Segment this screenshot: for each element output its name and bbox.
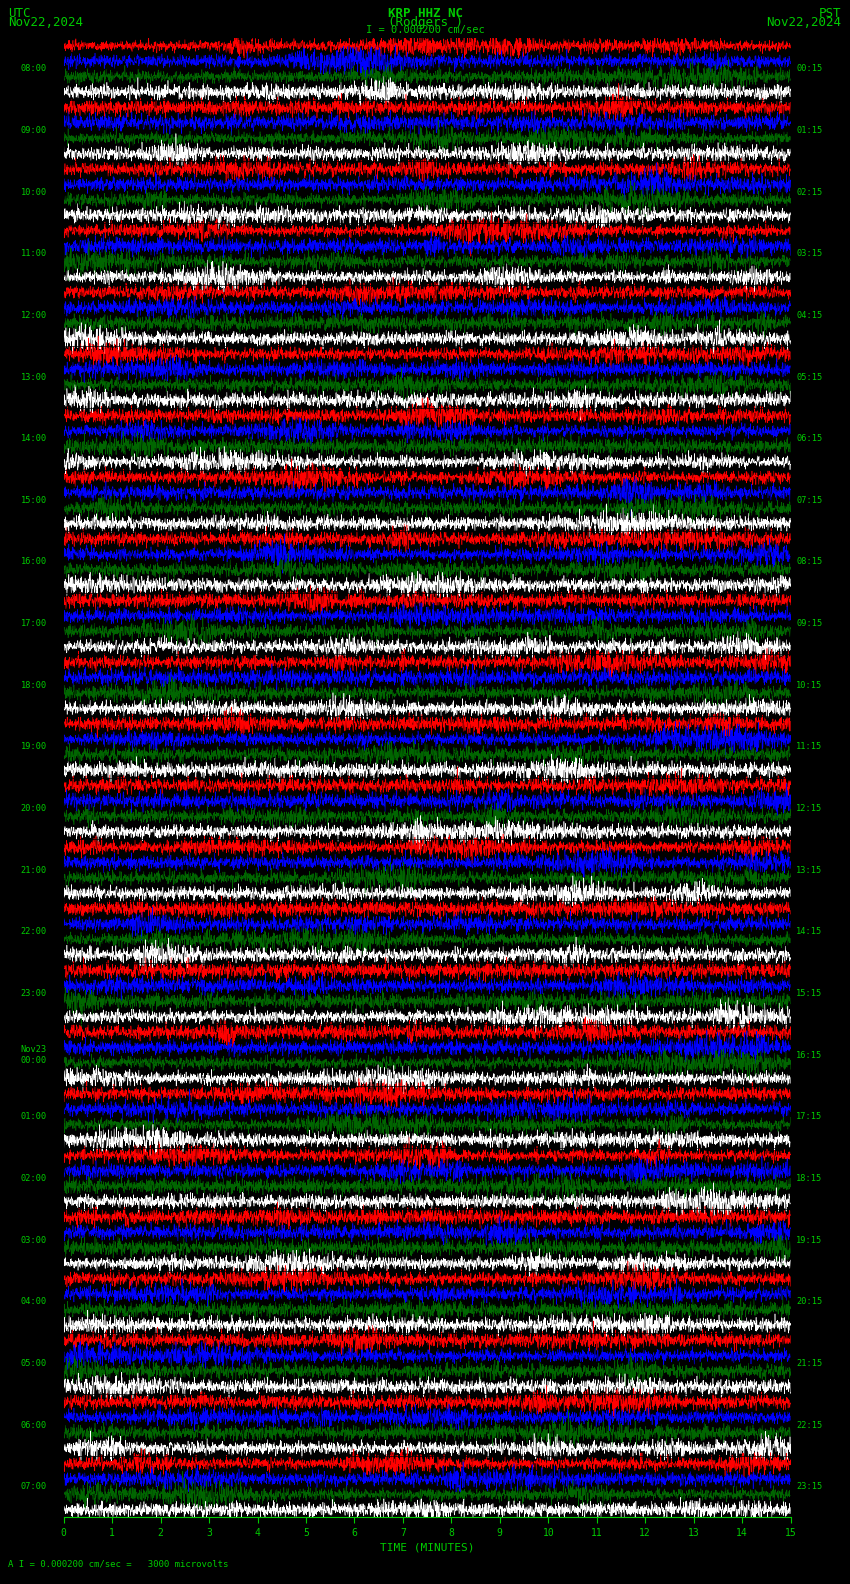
Text: 16:00: 16:00 xyxy=(20,558,47,567)
Text: 01:00: 01:00 xyxy=(20,1112,47,1121)
Text: 20:15: 20:15 xyxy=(796,1297,823,1307)
Text: 09:15: 09:15 xyxy=(796,619,823,629)
Text: PST: PST xyxy=(819,6,842,21)
Text: (Rodgers ): (Rodgers ) xyxy=(388,16,462,29)
Text: 15:15: 15:15 xyxy=(796,988,823,998)
Text: 18:00: 18:00 xyxy=(20,681,47,689)
Text: Nov22,2024: Nov22,2024 xyxy=(767,16,842,29)
Text: 00:15: 00:15 xyxy=(796,65,823,73)
Text: 10:15: 10:15 xyxy=(796,681,823,689)
Text: 05:00: 05:00 xyxy=(20,1359,47,1369)
Text: 02:00: 02:00 xyxy=(20,1174,47,1183)
Text: 11:00: 11:00 xyxy=(20,249,47,258)
Text: 23:15: 23:15 xyxy=(796,1483,823,1491)
Text: 02:15: 02:15 xyxy=(796,187,823,196)
Text: Nov23
00:00: Nov23 00:00 xyxy=(20,1045,47,1064)
Text: 12:15: 12:15 xyxy=(796,805,823,813)
Text: 13:15: 13:15 xyxy=(796,866,823,874)
Text: 11:15: 11:15 xyxy=(796,743,823,751)
Text: 19:00: 19:00 xyxy=(20,743,47,751)
Text: 06:15: 06:15 xyxy=(796,434,823,444)
Text: 23:00: 23:00 xyxy=(20,988,47,998)
Text: 18:15: 18:15 xyxy=(796,1174,823,1183)
Text: 08:15: 08:15 xyxy=(796,558,823,567)
Text: 12:00: 12:00 xyxy=(20,310,47,320)
Text: 01:15: 01:15 xyxy=(796,127,823,135)
Text: 07:00: 07:00 xyxy=(20,1483,47,1491)
Text: 07:15: 07:15 xyxy=(796,496,823,505)
Text: UTC: UTC xyxy=(8,6,31,21)
Text: 19:15: 19:15 xyxy=(796,1236,823,1245)
Text: 20:00: 20:00 xyxy=(20,805,47,813)
Text: 17:15: 17:15 xyxy=(796,1112,823,1121)
Text: 10:00: 10:00 xyxy=(20,187,47,196)
Text: KRP HHZ NC: KRP HHZ NC xyxy=(388,6,462,21)
Text: 06:00: 06:00 xyxy=(20,1421,47,1429)
Text: A I = 0.000200 cm/sec =   3000 microvolts: A I = 0.000200 cm/sec = 3000 microvolts xyxy=(8,1559,229,1568)
Text: 14:15: 14:15 xyxy=(796,927,823,936)
Text: 14:00: 14:00 xyxy=(20,434,47,444)
Text: 08:00: 08:00 xyxy=(20,65,47,73)
Text: 21:00: 21:00 xyxy=(20,866,47,874)
X-axis label: TIME (MINUTES): TIME (MINUTES) xyxy=(380,1543,474,1552)
Text: 13:00: 13:00 xyxy=(20,372,47,382)
Text: 17:00: 17:00 xyxy=(20,619,47,629)
Text: 16:15: 16:15 xyxy=(796,1050,823,1060)
Text: 09:00: 09:00 xyxy=(20,127,47,135)
Text: 21:15: 21:15 xyxy=(796,1359,823,1369)
Text: 22:00: 22:00 xyxy=(20,927,47,936)
Text: I = 0.000200 cm/sec: I = 0.000200 cm/sec xyxy=(366,25,484,35)
Text: 15:00: 15:00 xyxy=(20,496,47,505)
Text: Nov22,2024: Nov22,2024 xyxy=(8,16,83,29)
Text: 05:15: 05:15 xyxy=(796,372,823,382)
Text: 03:15: 03:15 xyxy=(796,249,823,258)
Text: 22:15: 22:15 xyxy=(796,1421,823,1429)
Text: 03:00: 03:00 xyxy=(20,1236,47,1245)
Text: 04:15: 04:15 xyxy=(796,310,823,320)
Text: 04:00: 04:00 xyxy=(20,1297,47,1307)
